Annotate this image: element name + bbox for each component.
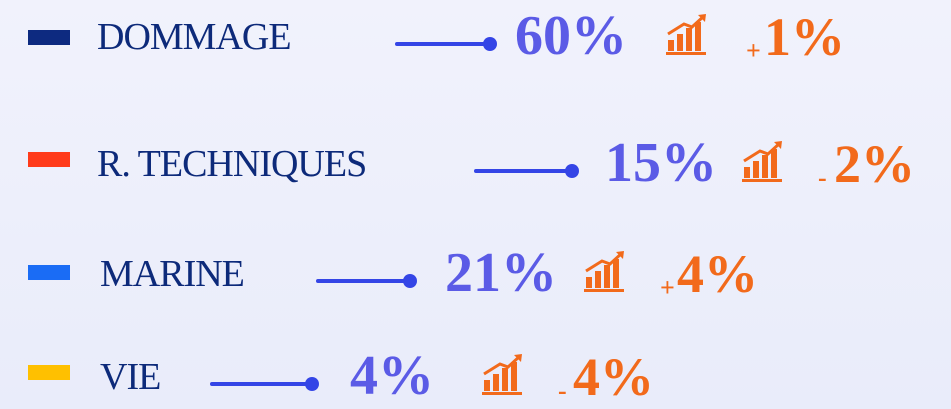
connector-line — [474, 169, 572, 173]
change-sign: - — [558, 376, 567, 405]
color-swatch — [28, 30, 70, 45]
connector-dot — [403, 274, 417, 288]
change-value: 4% — [573, 347, 654, 407]
share-value: 21% — [445, 242, 557, 304]
change-sign: + — [746, 36, 761, 65]
change-value: 1% — [764, 7, 845, 67]
connector-dot — [565, 164, 579, 178]
growth-icon — [584, 251, 624, 292]
growth-icon — [482, 354, 522, 395]
category-label: MARINE — [100, 253, 245, 295]
category-label: R. TECHNIQUES — [97, 143, 367, 185]
growth-icon — [742, 141, 782, 182]
connector-line — [395, 42, 490, 46]
connector-line — [210, 382, 312, 386]
growth-icon — [666, 14, 706, 55]
color-swatch — [28, 365, 70, 380]
change-sign: - — [818, 163, 827, 192]
connector-dot — [305, 377, 319, 391]
share-value: 4% — [350, 345, 434, 407]
share-value: 15% — [605, 132, 717, 194]
connector-dot — [483, 37, 497, 51]
color-swatch — [28, 265, 70, 280]
change-value: 4% — [677, 244, 758, 304]
change-value: 2% — [834, 134, 915, 194]
color-swatch — [28, 152, 70, 167]
share-value: 60% — [515, 5, 627, 67]
change-sign: + — [660, 273, 675, 302]
category-label: DOMMAGE — [97, 16, 292, 58]
connector-line — [316, 279, 410, 283]
category-label: VIE — [100, 356, 161, 398]
